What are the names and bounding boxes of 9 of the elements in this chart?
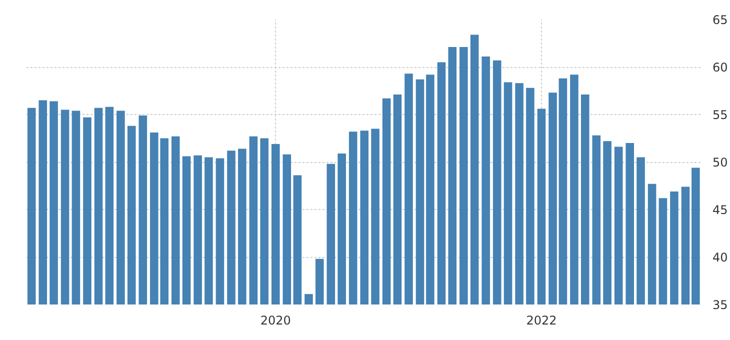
- x-tick-label: 2022: [526, 314, 557, 328]
- y-tick-label: 55: [712, 108, 728, 122]
- y-tick-label: 40: [712, 250, 728, 264]
- x-tick-label: 2020: [260, 314, 291, 328]
- y-tick-label: 35: [712, 298, 728, 312]
- y-tick-label: 60: [712, 60, 728, 74]
- y-tick-label: 65: [712, 13, 728, 27]
- y-tick-label: 45: [712, 203, 728, 217]
- y-tick-label: 50: [712, 156, 728, 170]
